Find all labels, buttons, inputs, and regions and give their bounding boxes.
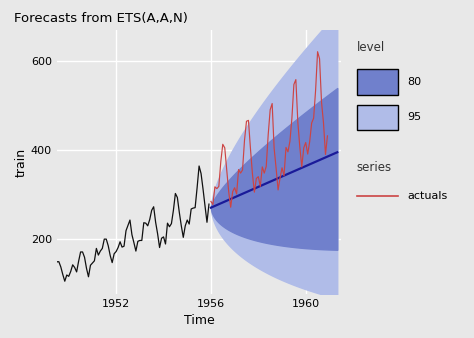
- Text: 95: 95: [408, 113, 422, 122]
- X-axis label: Time: Time: [184, 314, 214, 328]
- Text: Forecasts from ETS(A,A,N): Forecasts from ETS(A,A,N): [14, 12, 188, 25]
- FancyBboxPatch shape: [356, 69, 398, 95]
- Text: series: series: [356, 161, 392, 173]
- Text: level: level: [356, 42, 385, 54]
- Y-axis label: train: train: [15, 148, 28, 177]
- Text: 80: 80: [408, 77, 422, 87]
- FancyBboxPatch shape: [356, 105, 398, 130]
- Text: actuals: actuals: [408, 191, 448, 201]
